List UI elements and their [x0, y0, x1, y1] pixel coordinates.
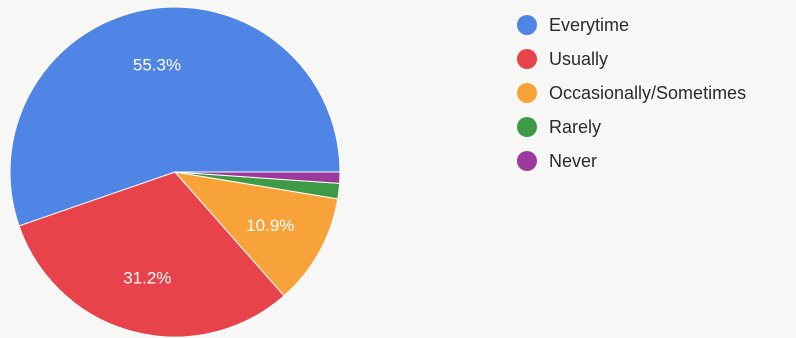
pie-labels: 55.3% 31.2% 10.9% — [123, 56, 294, 288]
chart-legend: Everytime Usually Occasionally/Sometimes… — [517, 8, 746, 178]
legend-item-rarely[interactable]: Rarely — [517, 110, 746, 144]
legend-label: Never — [549, 150, 598, 171]
legend-swatch-icon — [517, 15, 537, 35]
pie-slice-usually[interactable] — [18, 171, 285, 338]
pie-slices — [9, 6, 341, 338]
legend-label: Usually — [549, 48, 609, 69]
legend-item-everytime[interactable]: Everytime — [517, 8, 746, 42]
pie-slice-everytime[interactable] — [9, 6, 341, 227]
legend-item-usually[interactable]: Usually — [517, 42, 746, 76]
slice-value-label: 10.9% — [246, 216, 294, 235]
slice-value-label: 55.3% — [133, 56, 181, 75]
legend-swatch-icon — [517, 117, 537, 137]
pie-slice-occasionally-sometimes[interactable] — [173, 171, 339, 297]
pie-slice-never[interactable] — [174, 171, 341, 184]
legend-swatch-icon — [517, 151, 537, 171]
legend-swatch-icon — [517, 83, 537, 103]
legend-item-never[interactable]: Never — [517, 144, 746, 178]
legend-label: Everytime — [549, 14, 630, 35]
legend-item-occasionally[interactable]: Occasionally/Sometimes — [517, 76, 746, 110]
slice-value-label: 31.2% — [123, 268, 171, 287]
pie-chart: 55.3% 31.2% 10.9% — [9, 6, 341, 338]
legend-label: Rarely — [549, 116, 602, 137]
legend-label: Occasionally/Sometimes — [549, 82, 747, 103]
legend-swatch-icon — [517, 49, 537, 69]
